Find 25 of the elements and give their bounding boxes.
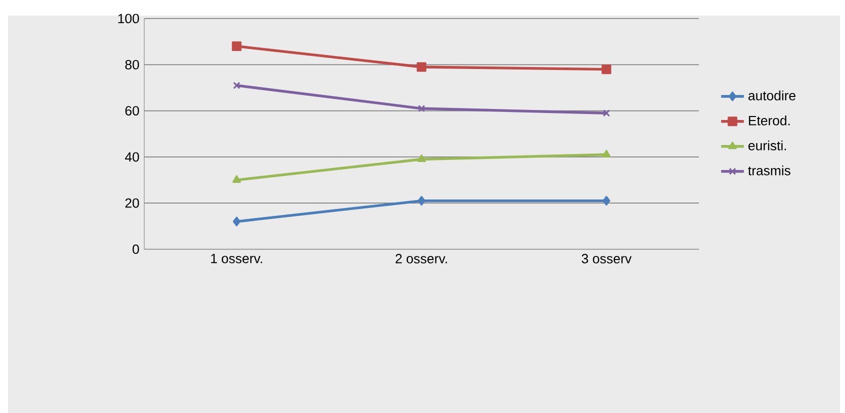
point xyxy=(232,41,242,52)
x-tick-label: 1 osserv. xyxy=(211,254,262,264)
y-tick-label: 60 xyxy=(125,106,139,116)
y-tick-label: 0 xyxy=(132,244,139,254)
x-tick-label: 2 osserv. xyxy=(396,254,447,264)
point xyxy=(418,196,426,206)
legend-label: autodire xyxy=(748,90,796,100)
point xyxy=(232,175,241,183)
point xyxy=(232,216,240,226)
point xyxy=(602,109,610,117)
y-tick-label: 20 xyxy=(125,198,139,208)
legend-label: Eterod. xyxy=(748,116,790,126)
x-tick-label: 3 osserv xyxy=(582,254,632,264)
y-tick-label: 40 xyxy=(125,152,139,162)
legend-label: trasmis xyxy=(748,166,790,176)
legend-label: euristi. xyxy=(748,140,786,150)
point xyxy=(602,196,610,206)
point xyxy=(602,150,611,158)
y-tick-label: 100 xyxy=(118,14,139,24)
y-tick-label: 80 xyxy=(125,60,139,70)
point xyxy=(602,64,612,74)
point xyxy=(233,82,240,90)
point xyxy=(416,62,426,72)
point xyxy=(418,104,426,112)
point xyxy=(417,154,426,162)
